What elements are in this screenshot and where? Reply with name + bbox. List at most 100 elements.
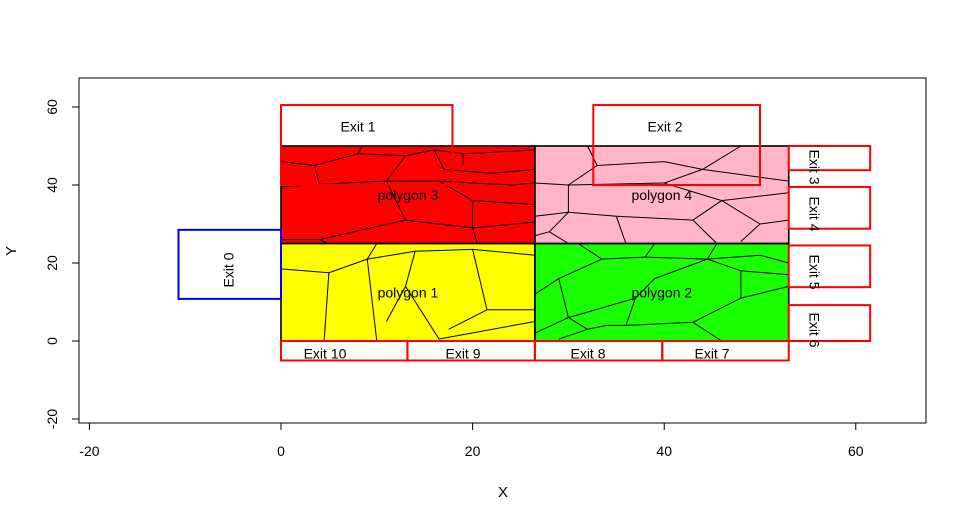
cell-edge: [510, 182, 535, 186]
exit-5-box: [787, 244, 872, 289]
polygon-1-label: polygon 1: [378, 284, 439, 300]
cell-edge: [433, 149, 445, 170]
y-tick-label: 40: [44, 177, 60, 193]
cell-edge: [740, 223, 761, 242]
cell-edge: [534, 317, 569, 334]
polygon-3-fill: [281, 146, 535, 244]
cell-edge: [577, 243, 603, 260]
polygon-2-fill: [534, 243, 789, 341]
cell-edge: [721, 200, 761, 225]
cell-edge: [597, 161, 665, 166]
exit-3-box: [787, 145, 872, 172]
cell-edge: [314, 153, 358, 166]
exit-6-box: [787, 304, 872, 342]
cell-edge: [740, 285, 789, 299]
x-tick-label: 20: [465, 443, 481, 459]
polygon-3-label: polygon 3: [378, 187, 439, 203]
exit-6-label: Exit 6: [806, 312, 822, 347]
cell-edge: [405, 149, 435, 157]
exit-2-label: Exit 2: [647, 119, 682, 135]
cell-edge: [385, 286, 406, 322]
cell-edge: [644, 243, 656, 258]
cell-edge: [534, 211, 569, 217]
cell-edge: [448, 309, 488, 330]
cell-edge: [405, 219, 473, 229]
cell-edge: [367, 250, 416, 260]
polygon-4-fill: [534, 146, 789, 244]
cell-edge: [645, 256, 708, 260]
cell-edge: [635, 278, 655, 299]
y-tick-label: 0: [44, 337, 60, 345]
cell-edge: [759, 254, 789, 264]
cell-edge: [328, 258, 368, 274]
exit-1-label: Exit 1: [340, 119, 375, 135]
y-tick-label: 20: [44, 255, 60, 271]
cell-edge: [692, 200, 722, 221]
cell-edge: [472, 248, 535, 256]
exit-5-label: Exit 5: [806, 254, 822, 289]
cell-edge: [558, 328, 588, 340]
cell-edge: [558, 258, 603, 280]
region-labels-layer: polygon 1 polygon 2 polygon 3 polygon 4 Exit…: [221, 119, 823, 362]
cell-edge: [472, 227, 478, 244]
exits-layer: [177, 104, 872, 362]
cell-edges-layer: [280, 145, 789, 342]
cell-edge: [702, 168, 789, 182]
polygon-2-label: polygon 2: [631, 284, 692, 300]
cell-edge: [415, 248, 473, 252]
exit-1-box: [280, 104, 454, 186]
x-tick-label: -20: [79, 443, 99, 459]
cell-edge: [462, 151, 502, 155]
exit-2-box: [592, 104, 761, 186]
cell-edge: [319, 219, 406, 241]
cell-edge: [434, 149, 464, 155]
polygon-1-fill: [281, 243, 535, 341]
exit-4-label: Exit 4: [806, 196, 822, 231]
y-tick-label: 60: [44, 99, 60, 115]
cell-edge: [501, 149, 535, 153]
cell-edge: [740, 270, 789, 276]
cell-edge: [357, 153, 406, 157]
cell-edge: [759, 219, 789, 225]
x-tick-label: 40: [656, 443, 672, 459]
exit-9-label: Exit 9: [445, 346, 480, 362]
exit-0-label: Exit 0: [221, 252, 237, 287]
cell-edge: [548, 231, 569, 244]
cell-edge: [692, 297, 742, 323]
axes-layer: -20 0 20 40 60 -20 0 20 40 60: [44, 99, 864, 459]
cell-edge: [405, 251, 416, 287]
cell-edge: [534, 182, 569, 186]
cell-edge: [568, 297, 636, 319]
cell-edge: [280, 268, 329, 274]
cell-edge: [405, 286, 440, 340]
x-tick-label: 60: [848, 443, 864, 459]
x-tick-label: 0: [277, 443, 285, 459]
cell-edge: [702, 145, 742, 170]
cell-edge: [568, 211, 617, 217]
exit-10-label: Exit 10: [304, 346, 347, 362]
cell-edge: [706, 243, 718, 260]
x-axis-title: X: [498, 484, 508, 501]
exit-3-label: Exit 3: [806, 149, 822, 184]
cell-edge: [534, 278, 560, 295]
cell-edge: [707, 254, 761, 260]
regions-layer: [281, 146, 789, 341]
polygon-4-label: polygon 4: [631, 187, 692, 203]
cell-edge: [323, 272, 330, 342]
cell-edge: [491, 168, 535, 174]
cell-edge: [625, 297, 636, 326]
cell-edge: [472, 249, 488, 310]
exit-0-box: [177, 228, 282, 300]
exit-10-box: [280, 340, 409, 362]
cell-edge: [587, 324, 607, 330]
exit-4-box: [787, 185, 872, 230]
cell-edge: [548, 211, 569, 233]
cell-edge: [314, 165, 320, 185]
cell-edge: [692, 321, 722, 342]
cell-edge: [568, 317, 588, 330]
cell-edge: [664, 161, 703, 170]
cell-edge: [438, 321, 535, 340]
cell-edge: [280, 161, 315, 166]
y-axis-title: Y: [3, 246, 20, 256]
